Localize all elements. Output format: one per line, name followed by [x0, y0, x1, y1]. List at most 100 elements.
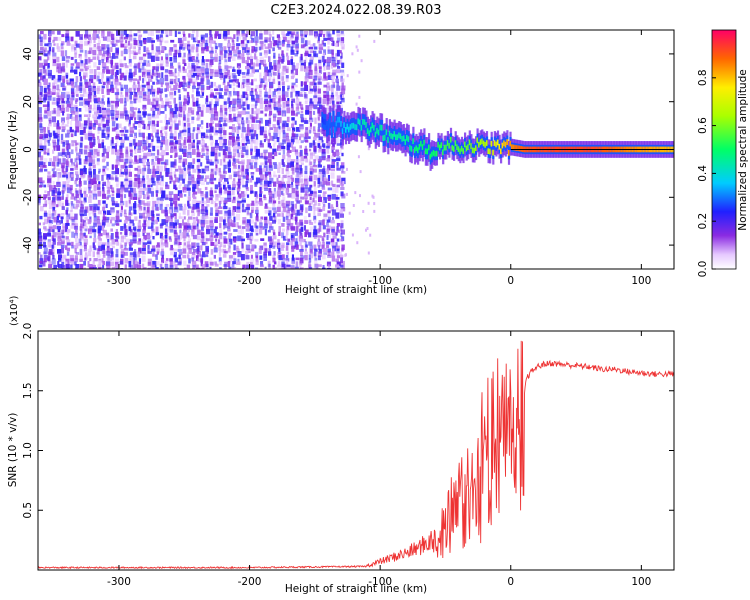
heatmap-cell — [318, 47, 324, 51]
heatmap-cell — [133, 193, 138, 200]
heatmap-cell — [264, 206, 269, 209]
heatmap-cell — [83, 172, 86, 178]
heatmap-cell — [150, 124, 155, 129]
heatmap-cell — [188, 171, 191, 176]
heatmap-cell — [170, 39, 175, 43]
heatmap-cell — [285, 234, 288, 240]
heatmap-cell — [165, 152, 169, 156]
heatmap-cell — [124, 229, 128, 235]
heatmap-cell — [236, 187, 241, 192]
heatmap-cell — [128, 212, 133, 216]
heatmap-cell — [313, 209, 316, 216]
heatmap-cell — [48, 161, 52, 166]
heatmap-cell — [326, 82, 330, 85]
heatmap-cell — [201, 49, 205, 54]
heatmap-cell — [453, 146, 456, 152]
heatmap-cell — [107, 100, 111, 107]
heatmap-cell — [340, 37, 345, 44]
heatmap-cell — [222, 143, 227, 148]
heatmap-cell — [218, 152, 221, 157]
heatmap-cell — [250, 235, 254, 241]
heatmap-cell — [111, 170, 116, 175]
heatmap-cell — [448, 142, 451, 149]
heatmap-cell — [106, 265, 111, 269]
heatmap-cell — [242, 107, 246, 111]
heatmap-cell — [305, 40, 308, 47]
heatmap-cell — [79, 87, 83, 93]
heatmap-cell — [169, 126, 172, 132]
heatmap-cell — [227, 43, 232, 49]
heatmap-cell — [305, 69, 308, 73]
heatmap-cell — [74, 59, 78, 64]
heatmap-cell — [111, 33, 115, 40]
heatmap-cell — [75, 162, 78, 168]
heatmap-cell — [300, 30, 304, 37]
heatmap-cell — [295, 90, 300, 97]
heatmap-cell — [251, 139, 256, 144]
heatmap-cell — [70, 216, 75, 221]
heatmap-cell — [152, 110, 156, 116]
heatmap-cell — [183, 33, 186, 37]
heatmap-cell — [70, 66, 74, 71]
heatmap-cell — [120, 50, 124, 57]
heatmap-cell — [219, 139, 223, 145]
heatmap-cell — [38, 222, 41, 226]
heatmap-cell — [93, 123, 96, 128]
heatmap-cell — [294, 203, 297, 209]
heatmap-cell — [129, 219, 134, 224]
heatmap-cell — [401, 136, 404, 142]
heatmap-cell — [151, 155, 156, 160]
heatmap-cell — [151, 161, 156, 166]
heatmap-cell — [106, 78, 109, 84]
heatmap-cell — [74, 219, 78, 224]
heatmap-cell — [146, 136, 151, 140]
heatmap-cell — [197, 213, 200, 217]
heatmap-cell — [142, 146, 147, 151]
heatmap-cell — [254, 69, 259, 73]
heatmap-cell — [129, 264, 134, 269]
heatmap-cell — [369, 233, 372, 237]
heatmap-cell — [83, 123, 88, 129]
heatmap-cell — [242, 91, 246, 98]
heatmap-cell — [156, 129, 159, 135]
heatmap-cell — [134, 68, 137, 75]
heatmap-cell — [57, 89, 61, 92]
heatmap-cell — [309, 184, 313, 188]
heatmap-cell — [57, 222, 60, 229]
heatmap-cell — [215, 139, 218, 145]
heatmap-cell — [39, 181, 44, 188]
heatmap-cell — [174, 251, 177, 258]
heatmap-cell — [110, 56, 113, 63]
heatmap-cell — [112, 78, 116, 85]
heatmap-cell — [137, 231, 141, 237]
heatmap-cell — [215, 46, 218, 50]
heatmap-cell — [282, 85, 285, 92]
heatmap-cell — [322, 52, 326, 59]
heatmap-cell — [101, 159, 105, 163]
heatmap-cell — [156, 50, 161, 55]
heatmap-cell — [255, 200, 260, 205]
heatmap-cell — [137, 203, 141, 208]
heatmap-cell — [183, 245, 188, 249]
heatmap-cell — [111, 254, 114, 259]
heatmap-cell — [125, 238, 130, 244]
heatmap-cell — [335, 137, 339, 144]
heatmap-cell — [107, 210, 112, 215]
heatmap-cell — [83, 187, 88, 194]
heatmap-cell — [321, 151, 326, 158]
heatmap-cell — [295, 106, 300, 111]
heatmap-cell — [258, 84, 262, 89]
heatmap-cell — [78, 120, 81, 127]
heatmap-cell — [65, 59, 70, 63]
heatmap-cell — [308, 264, 312, 269]
heatmap-cell — [294, 178, 300, 183]
heatmap-cell — [101, 72, 104, 79]
heatmap-cell — [277, 37, 281, 43]
heatmap-cell — [254, 53, 257, 59]
heatmap-cell — [344, 253, 347, 257]
heatmap-cell — [79, 123, 83, 130]
heatmap-cell — [96, 43, 100, 50]
heatmap-cell — [66, 79, 69, 84]
heatmap-cell — [278, 231, 281, 236]
heatmap-cell — [236, 248, 240, 253]
